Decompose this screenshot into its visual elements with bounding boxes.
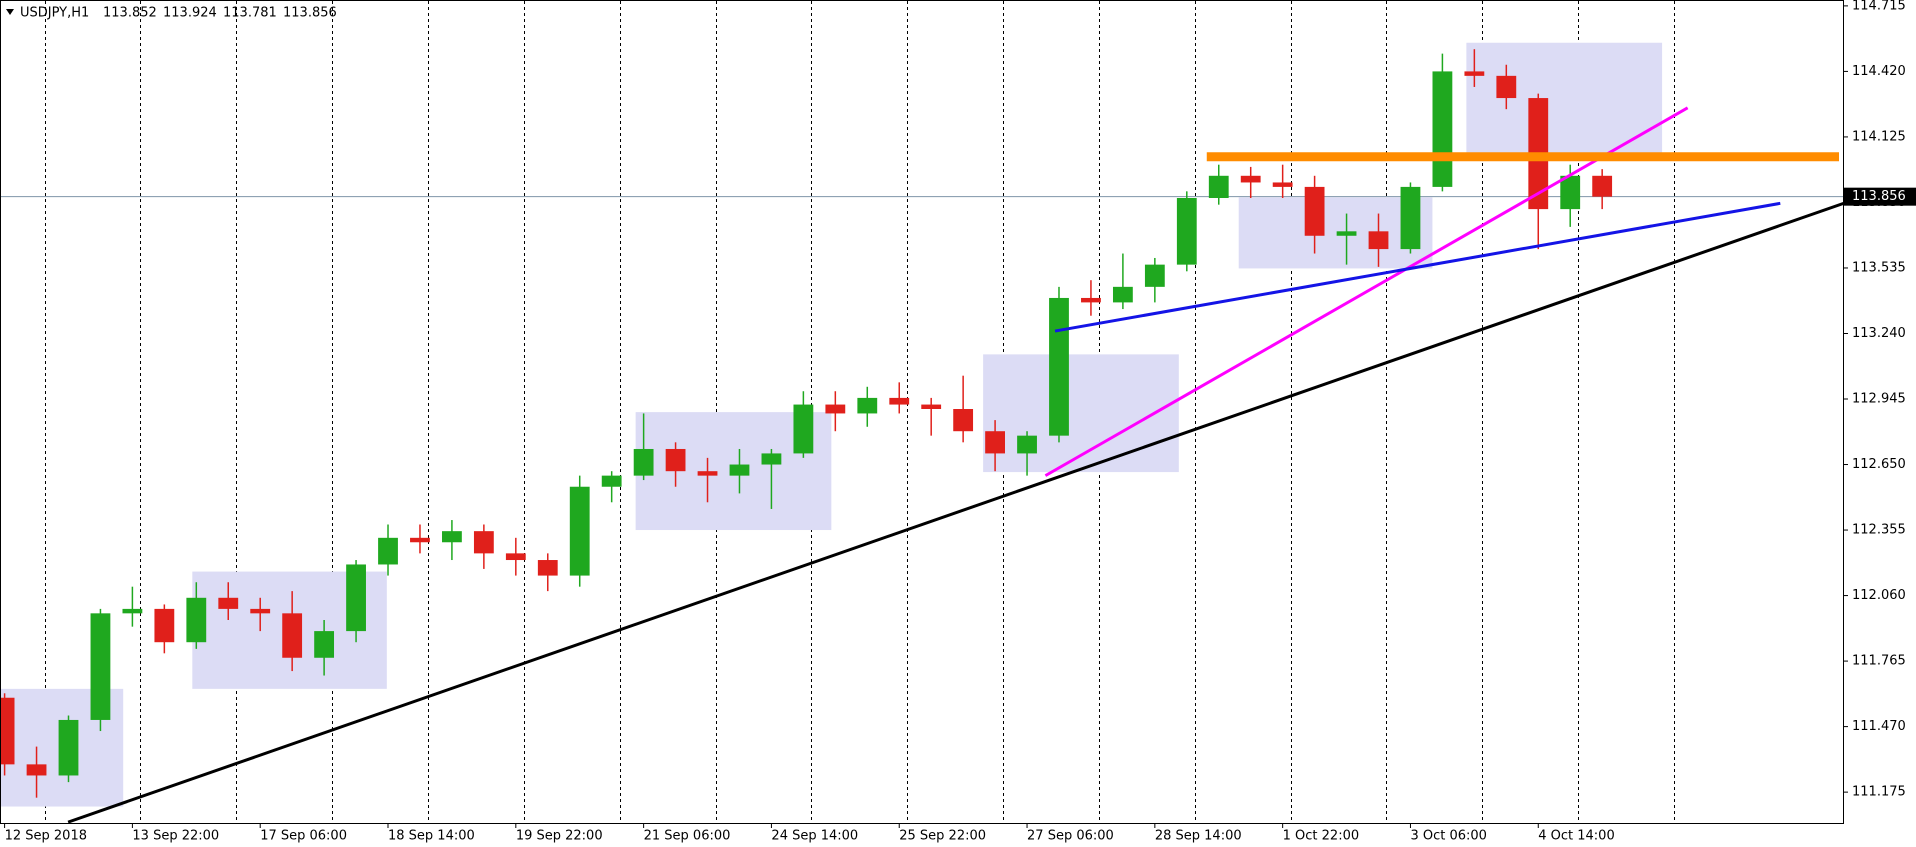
candle-body <box>665 448 686 472</box>
x-tick-label: 3 Oct 06:00 <box>1410 829 1486 844</box>
zone-rectangle <box>1238 197 1433 269</box>
candle-body <box>90 613 111 720</box>
candle-body <box>378 537 398 565</box>
candle-body <box>729 464 750 476</box>
x-tick-label: 28 Sep 14:00 <box>1155 829 1242 844</box>
candle-body <box>857 397 878 414</box>
y-tick-label: 112.945 <box>1852 392 1906 407</box>
candle-body <box>1112 286 1133 303</box>
trendline <box>1054 201 1781 333</box>
y-tick-label: 111.175 <box>1852 785 1906 800</box>
menu-triangle <box>6 9 14 15</box>
candle-body <box>282 613 303 658</box>
ohlc-value: 113.856 <box>283 6 337 21</box>
candle-body <box>122 608 143 614</box>
candle-body <box>889 397 910 405</box>
candle-body <box>761 453 782 465</box>
zone-rectangle <box>1466 42 1663 155</box>
candle-body <box>410 537 430 543</box>
y-tick-label: 111.470 <box>1852 719 1906 734</box>
x-tick-label: 1 Oct 22:00 <box>1283 829 1359 844</box>
y-tick-label: 114.420 <box>1852 64 1906 79</box>
ohlc-value: 113.924 <box>163 6 217 21</box>
x-tick-label: 21 Sep 06:00 <box>644 829 731 844</box>
y-tick-label: 111.765 <box>1852 654 1906 669</box>
candle-body <box>1304 186 1325 236</box>
candle-body <box>1560 175 1581 210</box>
symbol-label: USDJPY,H1 <box>20 6 89 21</box>
ohlc-value: 113.781 <box>223 6 277 21</box>
candle-body <box>250 608 271 614</box>
candle-body <box>1049 297 1069 436</box>
candle-body <box>1081 297 1101 303</box>
candle-body <box>1432 71 1453 187</box>
candle-body <box>473 531 494 554</box>
x-tick-label: 13 Sep 22:00 <box>132 829 219 844</box>
candle-body <box>1464 71 1485 76</box>
header: USDJPY,H1 113.852 113.924 113.781 113.85… <box>6 6 337 21</box>
candle-body <box>314 631 335 658</box>
candle-body <box>1240 175 1261 183</box>
candle-body <box>633 448 654 476</box>
candle-body <box>1 697 15 765</box>
y-tick-label: 114.125 <box>1852 129 1906 144</box>
x-tick-label: 18 Sep 14:00 <box>388 829 475 844</box>
candle-body <box>1176 198 1197 265</box>
x-tick-label: 27 Sep 06:00 <box>1027 829 1114 844</box>
x-tick-label: 17 Sep 06:00 <box>260 829 347 844</box>
candle-body <box>1496 75 1517 99</box>
y-tick-label: 114.715 <box>1852 0 1906 13</box>
candle-body <box>1017 435 1037 454</box>
candle-body <box>186 597 207 643</box>
x-tick-label: 19 Sep 22:00 <box>516 829 603 844</box>
last-price-label: 113.856 <box>1852 189 1906 204</box>
y-tick-label: 113.240 <box>1852 326 1906 341</box>
candle-body <box>58 719 79 776</box>
candle-body <box>1144 264 1165 287</box>
plot-area <box>1 1 1843 823</box>
candle-body <box>346 564 366 632</box>
y-tick-label: 112.355 <box>1852 523 1906 538</box>
x-tick-label: 24 Sep 14:00 <box>771 829 858 844</box>
y-tick-label: 112.650 <box>1852 457 1906 472</box>
candle-body <box>1592 175 1613 197</box>
candle-body <box>1368 231 1389 250</box>
trendline <box>67 201 1843 823</box>
candle-body <box>825 404 846 414</box>
candle-body <box>793 404 814 454</box>
candle-body <box>442 531 462 543</box>
zone-rectangle <box>983 354 1179 473</box>
ohlc-value: 113.852 <box>103 6 157 21</box>
last-price-box <box>1844 187 1916 206</box>
candle-body <box>154 608 175 643</box>
x-tick-label: 12 Sep 2018 <box>5 829 87 844</box>
x-tick-label: 25 Sep 22:00 <box>899 829 986 844</box>
candle-body <box>1272 182 1293 187</box>
candle-body <box>1336 231 1357 236</box>
candle-body <box>601 475 622 487</box>
candle-body <box>1400 186 1421 250</box>
candle-body <box>697 471 718 476</box>
candle-body <box>953 409 974 432</box>
candle-body <box>921 404 942 410</box>
candle-body <box>505 553 526 561</box>
candle-body <box>985 431 1005 454</box>
x-tick-label: 4 Oct 14:00 <box>1538 829 1614 844</box>
candle-body <box>218 597 239 609</box>
candle-body <box>26 764 47 776</box>
trendline <box>1044 106 1689 477</box>
y-tick-label: 113.535 <box>1852 260 1906 275</box>
candle-body <box>1208 175 1229 199</box>
y-tick-label: 112.060 <box>1852 588 1906 603</box>
candle-body <box>569 486 590 576</box>
candle-body <box>537 560 558 576</box>
